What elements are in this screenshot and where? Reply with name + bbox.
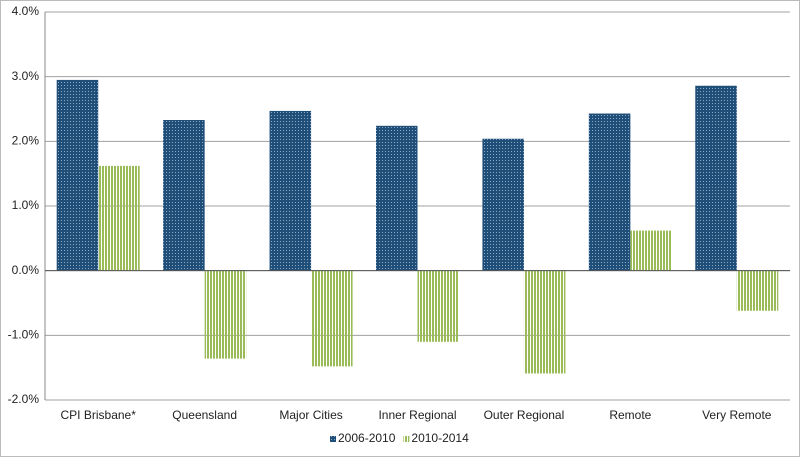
bar bbox=[56, 79, 99, 271]
legend-label: 2010-2014 bbox=[411, 431, 469, 445]
y-tick-label: 0.0% bbox=[12, 263, 40, 277]
x-tick-label: Very Remote bbox=[702, 408, 772, 422]
x-tick-label: Major Cities bbox=[279, 408, 342, 422]
x-tick-label: Outer Regional bbox=[484, 408, 565, 422]
y-tick-label: 1.0% bbox=[12, 198, 40, 212]
legend-label: 2006-2010 bbox=[338, 431, 396, 445]
bar bbox=[736, 270, 779, 311]
y-tick-label: 3.0% bbox=[12, 69, 40, 83]
bar bbox=[269, 110, 312, 271]
bar bbox=[375, 125, 418, 271]
x-tick-label: Remote bbox=[609, 408, 651, 422]
bar bbox=[311, 270, 353, 367]
y-tick-label: -2.0% bbox=[8, 392, 40, 406]
legend-swatch bbox=[330, 436, 336, 442]
bar bbox=[482, 138, 524, 271]
bar bbox=[163, 119, 205, 271]
x-tick-label: Queensland bbox=[172, 408, 237, 422]
bar bbox=[417, 270, 460, 342]
bar bbox=[695, 85, 737, 271]
bar bbox=[588, 113, 631, 271]
x-tick-label: Inner Regional bbox=[378, 408, 456, 422]
bar bbox=[204, 270, 247, 359]
y-tick-label: -1.0% bbox=[8, 328, 40, 342]
y-tick-label: 2.0% bbox=[12, 134, 40, 148]
y-tick-label: 4.0% bbox=[12, 4, 40, 18]
bar bbox=[98, 165, 140, 271]
x-tick-label: CPI Brisbane* bbox=[61, 408, 137, 422]
bar bbox=[630, 230, 672, 271]
bar bbox=[523, 270, 566, 374]
legend-swatch bbox=[403, 436, 410, 442]
